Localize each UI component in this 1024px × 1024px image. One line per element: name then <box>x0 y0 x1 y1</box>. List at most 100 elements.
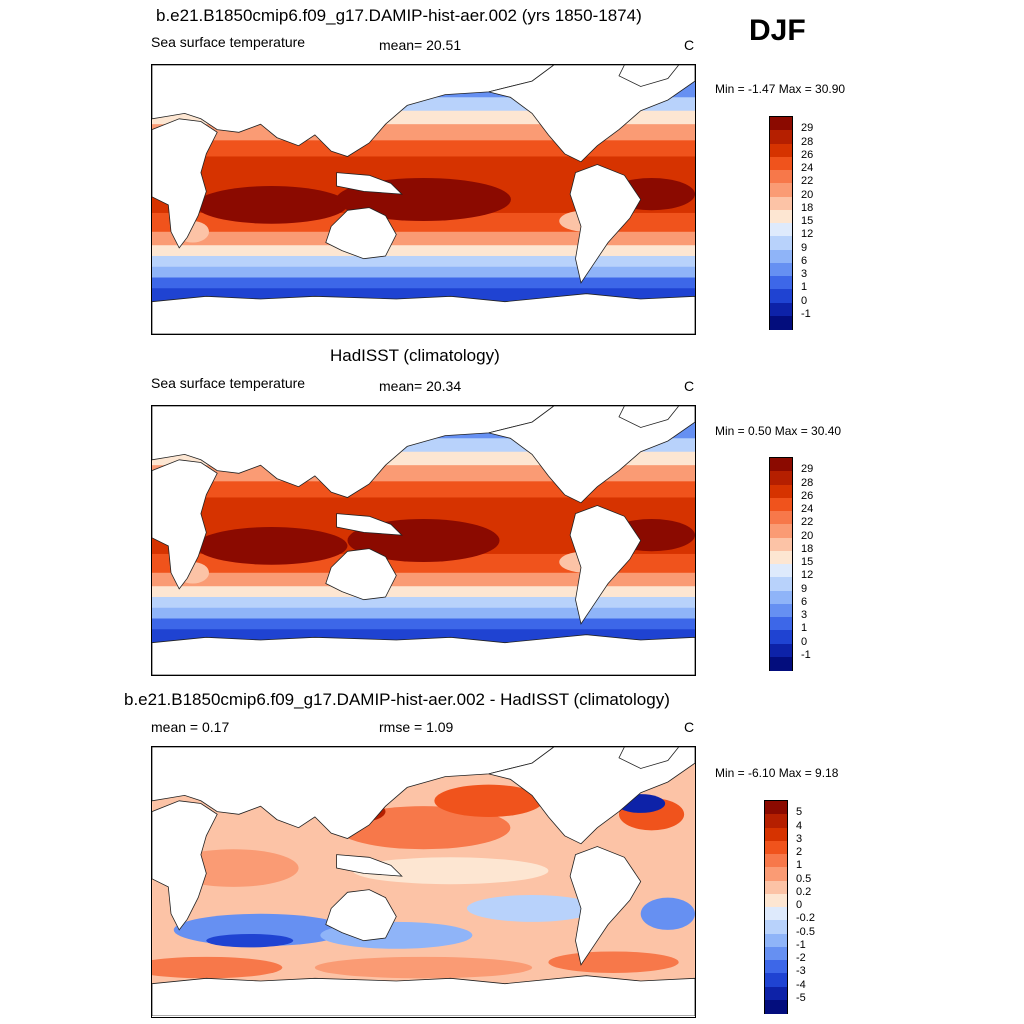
panel3-units-label: C <box>684 719 695 735</box>
landmass-africa <box>152 118 218 249</box>
panel2-minmax-label: Min = 0.50 Max = 30.40 <box>715 424 842 438</box>
colorbar-swatches <box>769 116 793 330</box>
sst-band <box>152 572 695 587</box>
colorbar-swatch <box>770 249 792 264</box>
colorbar-tick-label: 9 <box>801 582 808 595</box>
panel3-title: b.e21.B1850cmip6.f09_g17.DAMIP-hist-aer.… <box>124 690 670 709</box>
colorbar-swatch <box>770 196 792 211</box>
colorbar-tick-label: 6 <box>801 595 808 608</box>
colorbar-tick-label: -3 <box>796 965 806 978</box>
anomaly-region <box>548 951 679 973</box>
colorbar-tick-label: 24 <box>801 503 814 515</box>
landmass-eurasia <box>152 406 555 498</box>
colorbar-swatches <box>769 457 793 671</box>
colorbar-swatch <box>770 471 792 485</box>
colorbar-swatch <box>770 315 792 330</box>
colorbar-swatch <box>765 814 787 828</box>
sst-band <box>152 245 695 257</box>
landmass-samerica <box>569 846 642 966</box>
panel3-colorbar: 5 4 3 2 1 0.5 0.2 0 -0.2 -0.5 -1 -2 -3 -4 -5 <box>764 800 824 1014</box>
anomaly-region <box>206 933 294 948</box>
colorbar-swatch <box>770 223 792 237</box>
panel1-title: b.e21.B1850cmip6.f09_g17.DAMIP-hist-aer.… <box>156 6 642 25</box>
colorbar-tick-label: -1 <box>801 307 811 320</box>
panel2-mean-label: mean= 20.34 <box>379 378 462 394</box>
anomaly-region <box>352 857 549 885</box>
colorbar-swatch <box>770 590 792 605</box>
colorbar-tick-label: 29 <box>801 122 814 135</box>
colorbar-swatch <box>770 537 792 552</box>
colorbar-tick-label: 28 <box>801 135 814 148</box>
colorbar-swatch <box>770 484 792 499</box>
sst-map-plot <box>152 65 695 334</box>
landmass-africa <box>152 800 218 931</box>
colorbar-swatch <box>765 946 787 961</box>
anomaly-region <box>152 956 283 979</box>
panel3-rmse-label: rmse = 1.09 <box>379 719 454 735</box>
sst-band <box>152 231 695 246</box>
colorbar-swatch <box>770 656 792 671</box>
sst-band <box>152 255 695 268</box>
landmass-antarctica <box>152 975 695 1016</box>
landmass-namerica <box>488 406 695 504</box>
colorbar-tick-label: 3 <box>796 832 803 845</box>
colorbar-swatch <box>770 156 792 171</box>
colorbar-swatch <box>765 999 787 1014</box>
colorbar-tick-label: 3 <box>801 609 808 621</box>
colorbar-swatch <box>770 236 792 250</box>
anomaly-region <box>640 897 695 930</box>
colorbar-swatches <box>764 800 788 1014</box>
difference-map-plot <box>152 747 695 1016</box>
colorbar-tick-label: 15 <box>801 556 814 568</box>
sst-band <box>152 481 695 498</box>
colorbar-swatch <box>765 960 787 974</box>
panel2-map <box>151 405 696 676</box>
panel2-units-label: C <box>684 378 695 394</box>
colorbar-swatch <box>770 497 792 512</box>
landmass-samerica <box>569 505 642 625</box>
colorbar-swatch <box>770 458 792 472</box>
colorbar-tick-label: 2 <box>796 846 803 858</box>
colorbar-tick-label: -4 <box>796 978 806 991</box>
colorbar-swatch <box>770 511 792 525</box>
colorbar-tick-label: 20 <box>801 188 814 201</box>
landmass-namerica <box>488 747 695 845</box>
colorbar-tick-label: 1 <box>801 281 808 294</box>
colorbar-tick-label: 18 <box>801 201 814 214</box>
panel3-mean-label: mean = 0.17 <box>151 719 230 735</box>
sst-map-plot <box>152 406 695 675</box>
colorbar-tick-label: 1 <box>796 859 803 872</box>
warm-pool <box>195 527 348 565</box>
colorbar-swatch <box>770 550 792 565</box>
colorbar-swatch <box>770 643 792 658</box>
colorbar-swatch <box>770 577 792 591</box>
colorbar-swatch <box>765 880 787 895</box>
landmass-samerica <box>569 164 642 284</box>
colorbar-tick-label: 12 <box>801 228 814 241</box>
landmass-australia <box>325 889 397 942</box>
colorbar-swatch <box>770 117 792 131</box>
panel1-map <box>151 64 696 335</box>
colorbar-swatch <box>765 920 787 934</box>
colorbar-tick-label: 0.2 <box>796 885 812 898</box>
colorbar-tick-label: 0 <box>796 899 803 911</box>
sst-band <box>152 618 695 630</box>
sst-band <box>152 266 695 279</box>
colorbar-tick-label: -0.5 <box>796 925 815 938</box>
colorbar-tick-label: 3 <box>801 268 808 280</box>
colorbar-tick-label: -1 <box>796 938 806 951</box>
colorbar-swatch <box>770 302 792 317</box>
landmass-antarctica <box>152 634 695 675</box>
colorbar-tick-label: -0.2 <box>796 912 815 925</box>
landmass-australia <box>325 548 397 601</box>
landmass-greenland <box>618 747 680 769</box>
colorbar-swatch <box>765 854 787 868</box>
landmass-australia <box>325 207 397 260</box>
colorbar-swatch <box>770 143 792 158</box>
colorbar-swatch <box>770 262 792 277</box>
landmass-islands <box>336 172 403 195</box>
colorbar-tick-label: 26 <box>801 148 814 161</box>
landmass-greenland <box>618 65 680 87</box>
colorbar-swatch <box>765 827 787 842</box>
colorbar-swatch <box>765 973 787 987</box>
